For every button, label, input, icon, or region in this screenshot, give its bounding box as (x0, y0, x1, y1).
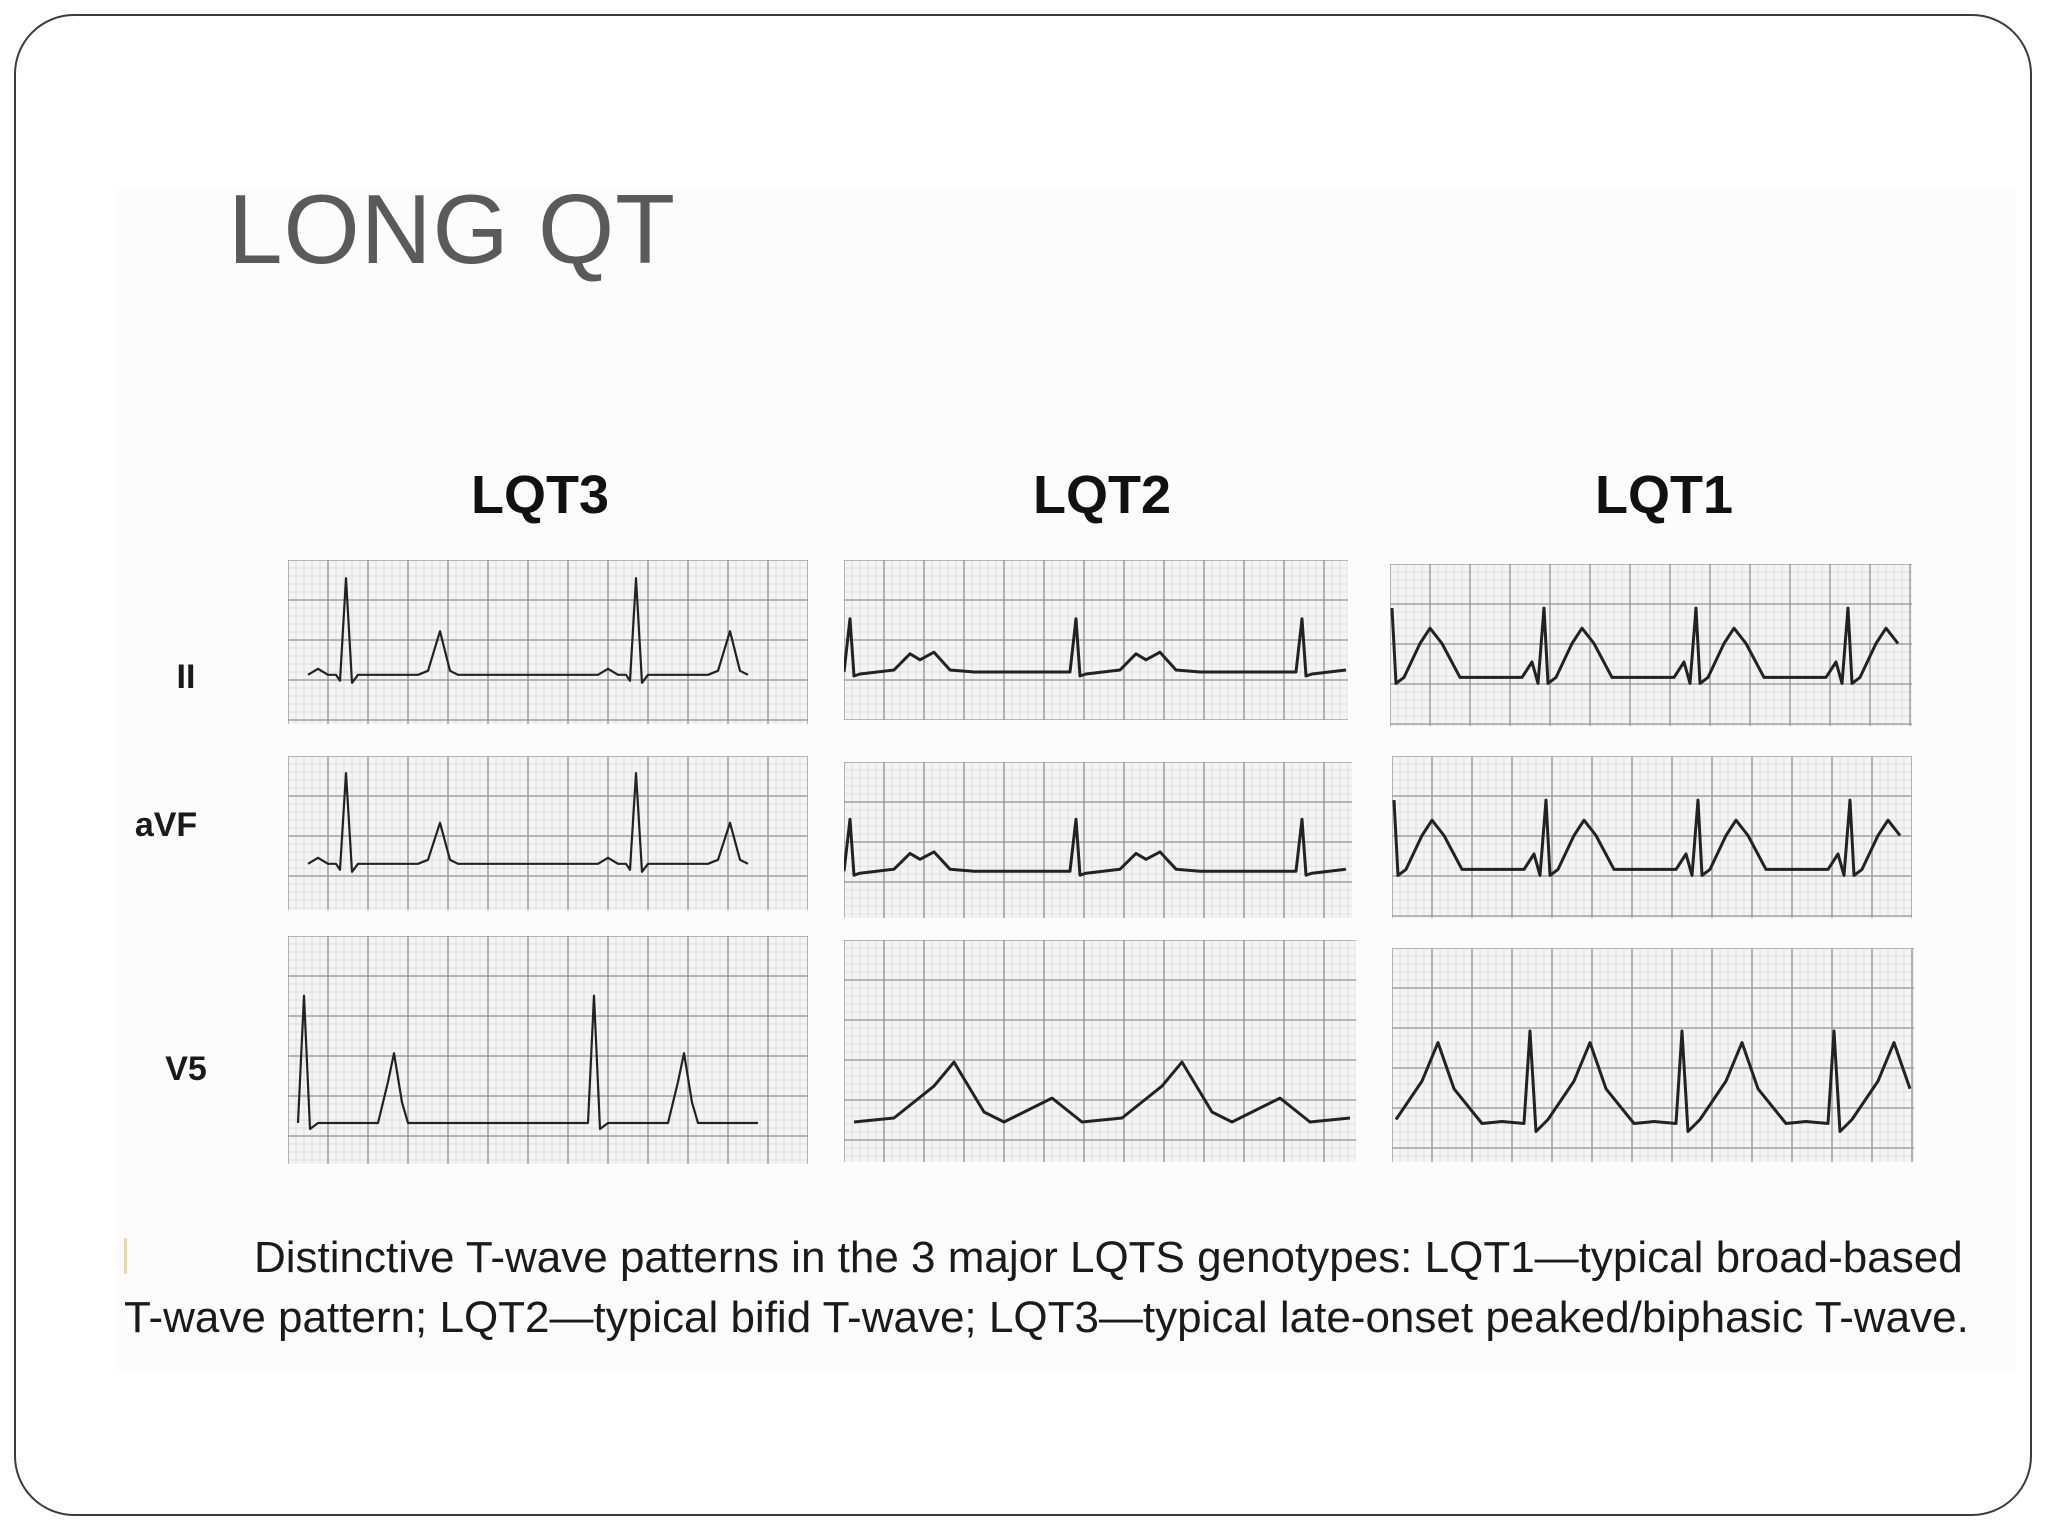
ecg-strip-lqt1-avf (1392, 756, 1912, 918)
ecg-strip-lqt2-avf (844, 762, 1352, 918)
ecg-strip-lqt2-v5 (844, 940, 1356, 1162)
ecg-trace (1392, 798, 1902, 877)
ecg-strip-lqt3-ii (288, 560, 808, 724)
ecg-strip-lqt3-v5 (288, 936, 808, 1164)
ecg-strip-lqt1-v5 (1392, 948, 1914, 1162)
column-header-lqt3: LQT3 (470, 465, 609, 525)
ecg-trace (853, 1060, 1351, 1124)
ecg-trace (1390, 606, 1900, 685)
ecg-trace (1394, 1029, 1912, 1133)
column-header-lqt1: LQT1 (1594, 465, 1733, 525)
ecg-grid-and-trace (1392, 948, 1914, 1162)
lead-label-avf: aVF (134, 806, 198, 844)
ecg-grid-and-trace (288, 936, 808, 1164)
ecg-grid-and-trace (288, 560, 808, 724)
caption-line-1: Distinctive T-wave patterns in the 3 maj… (254, 1233, 1963, 1282)
figure-caption: Distinctive T-wave patterns in the 3 maj… (124, 1228, 1969, 1348)
ecg-grid-and-trace (844, 762, 1352, 918)
caption-line-2: T-wave pattern; LQT2—typical bifid T-wav… (124, 1293, 1969, 1342)
ecg-strip-lqt3-avf (288, 756, 808, 910)
column-header-lqt2: LQT2 (1032, 465, 1171, 525)
ecg-grid-and-trace (288, 756, 808, 910)
ecg-grid-and-trace (1390, 564, 1912, 726)
lead-label-ii: II (176, 658, 196, 696)
ecg-strip-lqt2-ii (844, 560, 1348, 720)
ecg-grid-and-trace (844, 940, 1356, 1162)
ecg-trace (844, 617, 1347, 678)
caption-bullet-mark (124, 1238, 127, 1274)
ecg-strip-lqt1-ii (1390, 564, 1912, 726)
ecg-grid-and-trace (1392, 756, 1912, 918)
slide-title: LONG QT (228, 174, 677, 284)
ecg-trace (307, 772, 749, 873)
ecg-trace (296, 994, 758, 1131)
lead-label-v5: V5 (165, 1050, 207, 1088)
ecg-trace (307, 577, 749, 684)
ecg-grid-and-trace (844, 560, 1348, 720)
ecg-trace (844, 817, 1347, 877)
